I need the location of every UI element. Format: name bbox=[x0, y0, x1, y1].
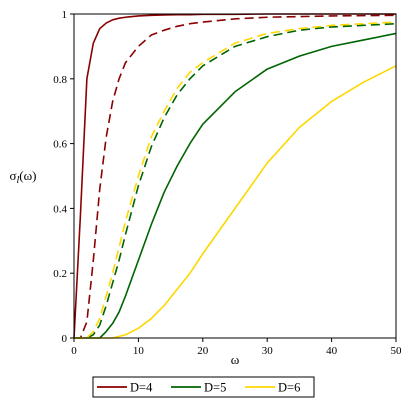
legend-label: D=6 bbox=[278, 381, 300, 395]
series-line-d6-solid bbox=[74, 65, 397, 339]
legend-label: D=5 bbox=[204, 381, 226, 395]
series-line-d5-dashed bbox=[74, 22, 397, 339]
y-tick-label: 0.6 bbox=[53, 139, 67, 151]
x-tick-label: 20 bbox=[197, 345, 209, 357]
y-tick-label: 0 bbox=[62, 333, 68, 345]
y-ticks: 0 0.2 0.4 0.6 0.8 1 bbox=[53, 9, 74, 345]
y-tick-label: 0.8 bbox=[53, 74, 67, 86]
x-tick-label: 40 bbox=[326, 345, 338, 357]
series-line-d4-dashed bbox=[74, 14, 397, 339]
series-line-d4-solid bbox=[73, 13, 396, 339]
x-axis-label: ω bbox=[231, 352, 240, 367]
y-tick-label: 1 bbox=[62, 9, 68, 21]
y-tick-label: 0.4 bbox=[53, 203, 67, 215]
y-tick-label: 0.2 bbox=[53, 268, 67, 280]
series-line-d6-dashed bbox=[74, 21, 397, 339]
plot-frame bbox=[73, 13, 397, 339]
y-axis-label-subscript: l bbox=[17, 175, 20, 186]
series-line-d5-solid bbox=[74, 32, 397, 339]
x-tick-label: 50 bbox=[391, 345, 403, 357]
axes-layer bbox=[73, 13, 397, 339]
x-tick-label: 10 bbox=[133, 345, 145, 357]
x-tick-label: 0 bbox=[71, 345, 77, 357]
y-axis-label-argument: (ω) bbox=[19, 168, 36, 183]
curves-layer bbox=[73, 13, 397, 339]
x-tick-label: 30 bbox=[262, 345, 274, 357]
legend-box bbox=[92, 376, 315, 398]
legend-label: D=4 bbox=[130, 381, 153, 395]
y-axis-label-main: σ bbox=[9, 168, 16, 183]
y-axis-label: σl(ω) bbox=[9, 168, 36, 186]
x-ticks: 0 10 20 30 40 50 bbox=[71, 338, 402, 357]
legend: D=4 D=5 D=6 bbox=[92, 376, 315, 398]
